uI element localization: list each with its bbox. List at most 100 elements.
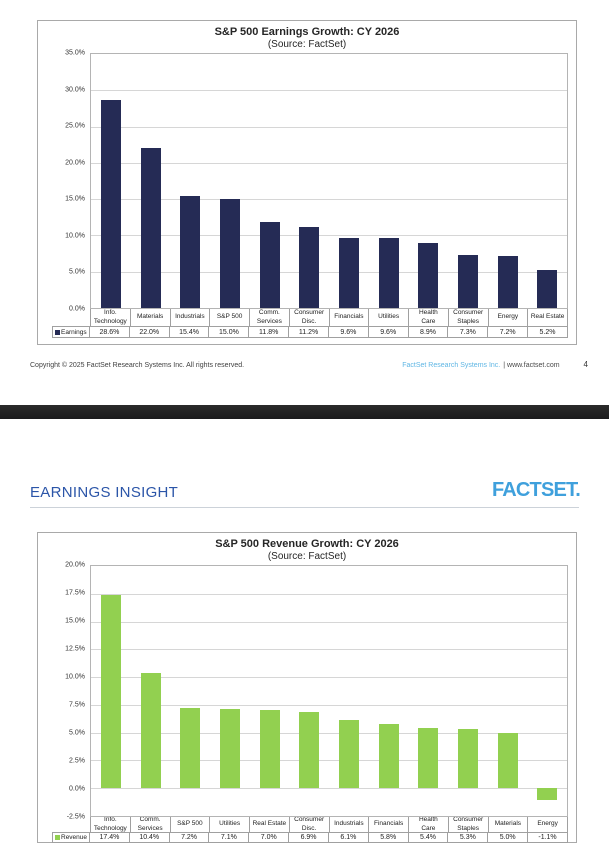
value-cell: 11.2% [288, 326, 329, 338]
value-cell: 7.2% [487, 326, 529, 338]
value-cell: 7.3% [447, 326, 489, 338]
category-row: Info. Technology Comm. Services S&P 500 Uti… [38, 816, 568, 833]
category-row: Info. Technology Materials Industrials S&P … [38, 308, 568, 327]
category-cell: Materials [129, 308, 171, 327]
category-cell: Financials [368, 816, 409, 833]
report-title: EARNINGS INSIGHT [30, 484, 179, 501]
bar-consumer-staples [457, 255, 478, 308]
page-separator [0, 405, 609, 419]
value-cell: 10.4% [128, 832, 170, 843]
bar-utilities [378, 238, 399, 308]
factset-url: | www.factset.com [503, 362, 560, 369]
legend-label: Earnings [61, 328, 87, 336]
page1-footer: Copyright © 2025 FactSet Research System… [30, 360, 588, 369]
category-cell: Consumer Staples [447, 816, 489, 833]
value-cell: 5.3% [447, 832, 489, 843]
category-cell: Materials [487, 816, 529, 833]
category-cell: Utilities [209, 816, 250, 833]
gridline [91, 90, 567, 92]
chart-title: S&P 500 Earnings Growth: CY 2026 [214, 26, 400, 38]
gridline [91, 760, 567, 762]
gridline [91, 199, 567, 201]
y-tick-label: 0.0% [69, 785, 85, 793]
bar-info-technology [100, 100, 121, 308]
bar-s-p-500 [219, 199, 240, 308]
category-cell: Utilities [368, 308, 409, 327]
value-cell: 8.9% [407, 326, 449, 338]
bar-comm-services [140, 672, 161, 789]
value-cell: 7.2% [168, 832, 210, 843]
value-cell: 5.8% [367, 832, 409, 843]
gridline [91, 649, 567, 651]
value-cell: 17.4% [89, 832, 130, 843]
value-cell: 11.8% [248, 326, 290, 338]
category-cell: Industrials [328, 816, 370, 833]
bar-materials [140, 148, 161, 308]
factset-logo: FACTSET. [491, 479, 581, 501]
bar-energy [497, 255, 518, 308]
bar-s-p-500 [180, 708, 201, 789]
gridline [91, 621, 567, 623]
category-cell: Info. Technology [90, 816, 131, 833]
y-tick-label: 20.0% [65, 561, 85, 569]
y-tick-label: 12.5% [65, 645, 85, 653]
bar-industrials [338, 720, 359, 789]
chart-subtitle: (Source: FactSet) [267, 551, 347, 562]
value-cell: 5.2% [527, 326, 568, 338]
plot-area [90, 53, 568, 309]
legend-cell: Revenue [52, 832, 90, 843]
gridline [91, 732, 567, 734]
category-cell: Health Care [408, 816, 449, 833]
bar-materials [497, 732, 518, 789]
y-tick-label: 25.0% [65, 122, 85, 130]
bar-energy [537, 788, 558, 801]
revenue-legend-swatch [55, 835, 60, 840]
y-tick-label: 10.0% [65, 673, 85, 681]
y-tick-label: 5.0% [69, 268, 85, 276]
y-tick-label: 15.0% [65, 617, 85, 625]
bar-real-estate [259, 710, 280, 789]
copyright-text: Copyright © 2025 FactSet Research System… [30, 362, 245, 369]
gridline [91, 235, 567, 237]
bar-consumer-disc [299, 711, 320, 789]
y-tick-label: 10.0% [65, 232, 85, 240]
bar-health-care [418, 728, 439, 789]
earnings-legend-swatch [55, 329, 60, 335]
y-tick-label: 20.0% [65, 159, 85, 167]
category-cell: Consumer Disc. [288, 816, 330, 833]
y-axis: 35.0% 30.0% 25.0% 20.0% 15.0% 10.0% 5.0% 0.0% [38, 49, 90, 313]
category-cell: S&P 500 [169, 816, 211, 833]
value-row: Earnings 28.6% 22.0% 15.4% 15.0% 11.8% 11.2% 9… [38, 326, 568, 338]
value-cell: 15.0% [208, 326, 250, 338]
category-cell: Consumer Disc. [288, 308, 330, 327]
revenue-growth-chart: S&P 500 Revenue Growth: CY 2026 (Source:… [37, 532, 577, 843]
y-tick-label: 35.0% [65, 49, 85, 57]
y-tick-label: 5.0% [69, 729, 85, 737]
value-cell: 6.1% [327, 832, 369, 843]
bar-consumer-disc [299, 226, 320, 308]
bar-real-estate [537, 270, 558, 308]
category-cell: Industrials [169, 308, 211, 327]
page-number: 4 [583, 360, 588, 369]
chart-subtitle: (Source: FactSet) [267, 39, 347, 50]
gridline [91, 162, 567, 164]
value-cell: -1.1% [527, 832, 568, 843]
factset-source-link: FactSet Research Systems Inc. [402, 362, 501, 369]
value-cell: 5.4% [407, 832, 449, 843]
gridline [91, 788, 567, 790]
bar-comm-services [259, 222, 280, 308]
value-cell: 9.6% [367, 326, 409, 338]
category-cell: Real Estate [249, 816, 290, 833]
legend-label: Revenue [61, 834, 88, 841]
earnings-growth-chart: S&P 500 Earnings Growth: CY 2026 (Source… [37, 20, 577, 345]
category-cell: Real Estate [527, 308, 568, 327]
value-cell: 9.6% [327, 326, 369, 338]
category-cell: Energy [527, 816, 568, 833]
gridline [91, 704, 567, 706]
category-cell: Info. Technology [90, 308, 131, 327]
plot-area [90, 565, 568, 817]
value-cell: 7.1% [208, 832, 250, 843]
value-row: Revenue 17.4% 10.4% 7.2% 7.1% 7.0% 6.9% 6.1% 5.… [38, 832, 568, 843]
y-tick-label: -2.5% [66, 813, 85, 821]
